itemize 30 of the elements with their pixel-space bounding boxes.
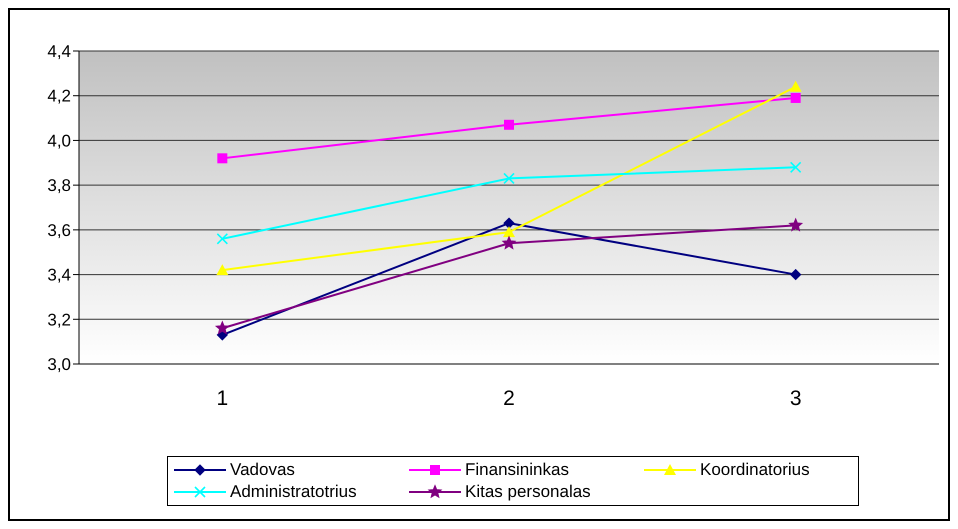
y-tick-label: 3,8 (47, 176, 71, 196)
point (217, 153, 228, 164)
x-tick-label: 1 (216, 386, 228, 410)
y-tick-label: 3,2 (47, 310, 71, 330)
y-tick-label: 4,2 (47, 86, 71, 106)
legend-label: Finansininkas (465, 460, 569, 480)
point (502, 236, 516, 250)
point (790, 92, 801, 103)
point (504, 218, 514, 229)
point (790, 161, 802, 174)
y-tick-label: 3,6 (47, 220, 71, 240)
point (790, 269, 802, 280)
y-tick-label: 4,4 (47, 42, 71, 62)
point (216, 233, 228, 245)
legend-label: Kitas personalas (465, 482, 591, 502)
point (503, 226, 515, 238)
legend-label: Koordinatorius (700, 460, 810, 480)
legend-label: Administratotrius (230, 482, 357, 502)
point (216, 264, 228, 276)
y-tick-label: 3,0 (47, 355, 71, 374)
x-tick-label: 3 (790, 386, 802, 410)
y-tick-label: 3,4 (47, 266, 71, 285)
point (503, 172, 515, 184)
y-tick-label: 4,0 (47, 131, 71, 150)
x-tick-label: 2 (503, 386, 515, 410)
legend-label: Vadovas (230, 460, 295, 480)
point (215, 320, 230, 334)
point (788, 218, 803, 232)
point (504, 120, 514, 130)
point (790, 80, 802, 92)
